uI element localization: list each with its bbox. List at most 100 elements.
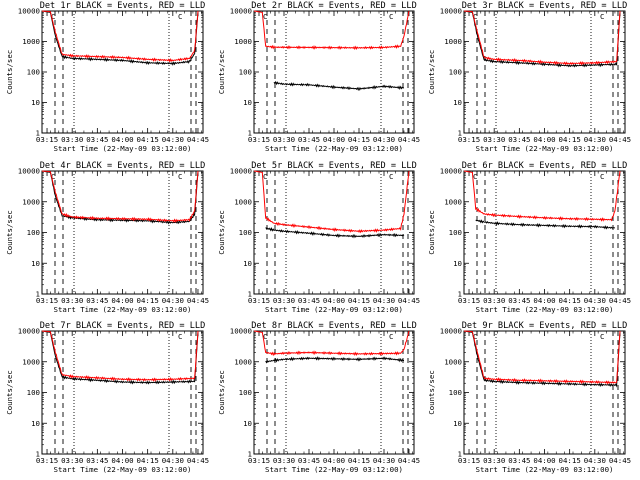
y-tick-label: 1000 <box>444 357 462 366</box>
detector-panel: Det 9r BLACK = Events, RED = LLD 1 10 100 10… <box>427 321 631 474</box>
lld-series-line <box>463 170 621 222</box>
x-tick-label: 04:00 <box>323 456 345 465</box>
box-label: C <box>263 332 267 341</box>
y-tick-label: 100 <box>449 68 462 77</box>
events-series-line <box>273 80 404 91</box>
x-tick-label: 04:45 <box>187 135 209 144</box>
box-label: C <box>178 172 182 181</box>
x-tick-label: 03:45 <box>86 296 108 305</box>
x-tick-label: 04:30 <box>162 456 184 465</box>
x-tick-label: 04:00 <box>533 135 555 144</box>
x-tick-label: 04:45 <box>609 456 631 465</box>
panel-title: Det 6r BLACK = Events, RED = LLD <box>462 161 628 171</box>
box-label: C <box>600 172 604 181</box>
y-tick-label: 1000 <box>22 197 40 206</box>
y-tick-label: 1000 <box>444 197 462 206</box>
y-tick-label: 1 <box>36 129 40 138</box>
x-tick-label: 04:00 <box>323 296 345 305</box>
events-series-line <box>41 170 199 225</box>
y-axis-label: Counts/sec <box>5 370 14 415</box>
plot-frame <box>41 330 204 455</box>
x-axis-label: Start Time (22-May-09 03:12:00) <box>476 305 614 314</box>
x-tick-label: 03:15 <box>36 456 58 465</box>
x-tick-label: 03:45 <box>86 456 108 465</box>
y-tick-label: 10000 <box>18 7 40 16</box>
y-tick-label: 10 <box>243 259 252 268</box>
panel-title: Det 7r BLACK = Events, RED = LLD <box>40 321 206 331</box>
y-axis-label: Counts/sec <box>217 370 226 415</box>
x-tick-label: 04:30 <box>373 296 395 305</box>
y-axis-label: Counts/sec <box>427 370 436 415</box>
y-tick-label: 100 <box>449 388 462 397</box>
x-tick-label: 03:15 <box>458 296 480 305</box>
x-tick-label: 04:45 <box>187 296 209 305</box>
x-axis-label: Start Time (22-May-09 03:12:00) <box>265 465 403 474</box>
y-tick-label: 10000 <box>18 167 40 176</box>
lld-series-line <box>253 10 410 51</box>
y-tick-label: 1 <box>458 129 462 138</box>
panel-title: Det 8r BLACK = Events, RED = LLD <box>251 321 417 331</box>
x-axis-label: Start Time (22-May-09 03:12:00) <box>54 465 192 474</box>
box-label: C <box>51 332 55 341</box>
x-tick-label: 03:15 <box>248 296 270 305</box>
x-tick-label: 04:00 <box>111 135 133 144</box>
y-axis-label: Counts/sec <box>5 50 14 95</box>
y-tick-label: 1000 <box>22 357 40 366</box>
x-tick-label: 03:30 <box>483 296 505 305</box>
x-tick-label: 04:00 <box>111 296 133 305</box>
lld-series-line <box>41 330 199 382</box>
x-tick-label: 03:30 <box>273 296 295 305</box>
y-tick-label: 1000 <box>22 37 40 46</box>
box-label: C <box>263 12 267 21</box>
x-axis-label: Start Time (22-May-09 03:12:00) <box>54 144 192 153</box>
x-tick-label: 04:15 <box>348 456 370 465</box>
box-label: C <box>263 172 267 181</box>
y-tick-label: 10 <box>243 419 252 428</box>
x-tick-label: 04:30 <box>584 456 606 465</box>
x-tick-label: 03:45 <box>508 296 530 305</box>
x-axis-label: Start Time (22-May-09 03:12:00) <box>265 144 403 153</box>
events-series-line <box>265 227 405 239</box>
panel-title: Det 3r BLACK = Events, RED = LLD <box>462 1 628 11</box>
box-label: C <box>473 12 477 21</box>
lld-series-line <box>463 10 621 66</box>
x-tick-label: 04:15 <box>137 135 159 144</box>
detector-panel: Det 5r BLACK = Events, RED = LLD 1 10 100 10… <box>217 161 420 314</box>
plot-frame <box>463 10 626 134</box>
x-tick-label: 04:30 <box>373 135 395 144</box>
box-label: C <box>51 12 55 21</box>
y-tick-label: 10000 <box>440 167 462 176</box>
y-tick-label: 1 <box>36 450 40 459</box>
y-tick-label: 10000 <box>18 327 40 336</box>
x-tick-label: 03:45 <box>298 135 320 144</box>
y-axis-label: Counts/sec <box>5 210 14 255</box>
box-label: C <box>389 332 393 341</box>
x-tick-label: 04:30 <box>162 135 184 144</box>
detector-panel: Det 2r BLACK = Events, RED = LLD 1 10 100 10… <box>217 1 420 153</box>
y-tick-label: 1000 <box>234 37 252 46</box>
x-tick-label: 04:45 <box>398 456 420 465</box>
panel-title: Det 2r BLACK = Events, RED = LLD <box>251 1 417 11</box>
plot-frame <box>463 170 626 295</box>
y-axis-label: Counts/sec <box>217 210 226 255</box>
x-tick-label: 04:30 <box>162 296 184 305</box>
y-tick-label: 1 <box>36 290 40 299</box>
x-tick-label: 04:00 <box>323 135 345 144</box>
y-tick-label: 1000 <box>234 197 252 206</box>
detector-panel: Det 7r BLACK = Events, RED = LLD 1 10 100 10… <box>5 321 209 474</box>
x-tick-label: 04:15 <box>559 135 581 144</box>
y-tick-label: 1 <box>458 290 462 299</box>
y-tick-label: 1000 <box>444 37 462 46</box>
detector-panel: Det 1r BLACK = Events, RED = LLD 1 10 100 10… <box>5 1 209 153</box>
x-tick-label: 03:15 <box>458 135 480 144</box>
events-series-line <box>463 330 621 388</box>
x-tick-label: 04:15 <box>559 296 581 305</box>
x-tick-label: 03:45 <box>508 135 530 144</box>
x-tick-label: 03:30 <box>61 135 83 144</box>
y-tick-label: 10000 <box>440 327 462 336</box>
y-tick-label: 1 <box>248 450 252 459</box>
x-tick-label: 04:15 <box>137 456 159 465</box>
y-tick-label: 100 <box>239 68 252 77</box>
y-tick-label: 100 <box>27 228 40 237</box>
